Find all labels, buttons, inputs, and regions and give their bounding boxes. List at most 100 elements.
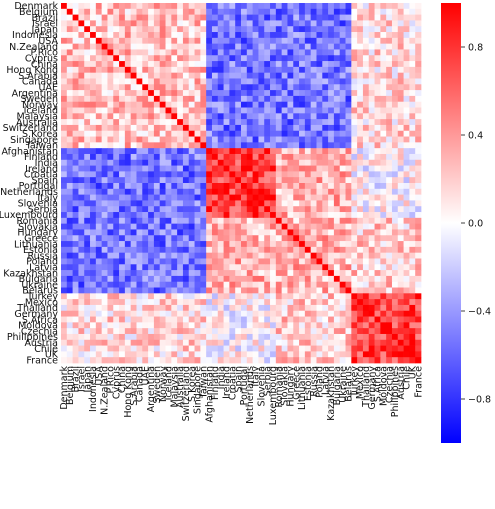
heatmap-cell bbox=[351, 61, 358, 68]
heatmap-cell bbox=[333, 246, 341, 254]
heatmap-cell bbox=[101, 217, 108, 224]
heatmap-cell bbox=[345, 270, 352, 277]
heatmap-cell bbox=[328, 177, 335, 184]
y-tick-label: Czechia bbox=[21, 326, 58, 337]
y-tick-label: Slovakia bbox=[18, 222, 58, 233]
heatmap-cell bbox=[235, 264, 242, 271]
heatmap-cell bbox=[101, 55, 108, 62]
heatmap-cell bbox=[148, 55, 155, 62]
heatmap-cell bbox=[217, 246, 224, 254]
heatmap-cell bbox=[72, 84, 79, 91]
heatmap-cell bbox=[380, 124, 387, 132]
heatmap-cell bbox=[78, 299, 85, 306]
heatmap-cell bbox=[368, 287, 375, 294]
heatmap-cell bbox=[119, 316, 126, 323]
y-tick-label: Mexico bbox=[25, 297, 58, 308]
heatmap-cell bbox=[322, 339, 329, 346]
heatmap-cell bbox=[101, 339, 108, 346]
heatmap-cell bbox=[107, 26, 114, 33]
heatmap-cell bbox=[217, 148, 224, 155]
heatmap-cell bbox=[90, 258, 97, 265]
heatmap-cell bbox=[200, 72, 207, 79]
heatmap-cell bbox=[171, 119, 178, 126]
heatmap-cell bbox=[264, 310, 271, 317]
heatmap-cell bbox=[293, 49, 300, 56]
heatmap-cell bbox=[293, 26, 300, 33]
heatmap-cell bbox=[165, 153, 172, 161]
heatmap-cell bbox=[357, 287, 364, 294]
heatmap-cell bbox=[142, 61, 149, 68]
y-tick-label: Kazakhstan bbox=[3, 268, 58, 279]
heatmap-cell bbox=[293, 66, 300, 74]
heatmap-cell bbox=[281, 3, 288, 10]
heatmap-cell bbox=[119, 61, 126, 68]
heatmap-cell bbox=[287, 8, 294, 15]
heatmap-cell bbox=[229, 217, 236, 224]
heatmap-cell bbox=[362, 78, 370, 85]
heatmap-cell bbox=[246, 275, 253, 283]
heatmap-cell bbox=[159, 26, 166, 33]
heatmap-cell bbox=[322, 246, 329, 254]
heatmap-cell bbox=[316, 159, 323, 166]
y-tick-label: Italy bbox=[37, 193, 58, 204]
heatmap-cell bbox=[136, 304, 143, 312]
heatmap-cell bbox=[66, 171, 73, 178]
heatmap-cell bbox=[287, 223, 294, 230]
heatmap-cell bbox=[409, 37, 416, 44]
heatmap-cell bbox=[258, 357, 265, 364]
heatmap-cell bbox=[159, 229, 166, 236]
heatmap-cell bbox=[182, 258, 190, 265]
heatmap-cell bbox=[316, 345, 323, 352]
heatmap-cell bbox=[165, 241, 172, 248]
heatmap-cell bbox=[322, 37, 329, 44]
heatmap-cell bbox=[72, 304, 79, 312]
heatmap-cell bbox=[95, 66, 102, 74]
heatmap-cell bbox=[148, 159, 155, 166]
x-tick-label: Hungary bbox=[286, 366, 297, 407]
heatmap-cell bbox=[177, 287, 184, 294]
heatmap-cell bbox=[264, 78, 271, 85]
heatmap-cell bbox=[159, 217, 166, 224]
heatmap-cell bbox=[61, 264, 68, 271]
heatmap-cell bbox=[171, 130, 178, 137]
heatmap-cell bbox=[90, 223, 97, 230]
heatmap-cell bbox=[252, 49, 259, 56]
heatmap-cell bbox=[264, 351, 271, 358]
heatmap-cell bbox=[177, 49, 184, 56]
heatmap-cell bbox=[368, 188, 375, 195]
heatmap-cell bbox=[386, 130, 393, 137]
heatmap-cell bbox=[211, 119, 219, 126]
heatmap-cell bbox=[107, 43, 114, 50]
heatmap-cell bbox=[368, 293, 375, 300]
heatmap-cell bbox=[258, 310, 265, 317]
heatmap-cell bbox=[142, 183, 149, 190]
heatmap-cell bbox=[119, 333, 126, 341]
heatmap-cell bbox=[275, 43, 282, 50]
heatmap-cell bbox=[101, 148, 108, 155]
heatmap-cell bbox=[316, 90, 323, 97]
heatmap-cell bbox=[403, 43, 410, 50]
heatmap-cell bbox=[397, 119, 404, 126]
heatmap-cell bbox=[397, 188, 404, 195]
heatmap-cell bbox=[200, 281, 207, 288]
heatmap-cell bbox=[386, 293, 393, 300]
heatmap-cell bbox=[84, 14, 91, 21]
heatmap-cell bbox=[304, 275, 312, 283]
heatmap-cell bbox=[78, 206, 85, 213]
heatmap-cell bbox=[299, 194, 306, 201]
heatmap-cell bbox=[130, 43, 137, 50]
heatmap-cell bbox=[113, 171, 120, 178]
heatmap-cell bbox=[270, 183, 277, 190]
heatmap-cell bbox=[66, 37, 73, 44]
heatmap-cell bbox=[124, 171, 132, 178]
heatmap-cell bbox=[357, 26, 364, 33]
y-tick-label: Estonia bbox=[23, 245, 58, 256]
heatmap-cell bbox=[362, 95, 370, 103]
heatmap-cell bbox=[229, 351, 236, 358]
heatmap-cell bbox=[322, 55, 329, 62]
heatmap-cell bbox=[119, 194, 126, 201]
heatmap-cell bbox=[78, 310, 85, 317]
heatmap-cell bbox=[270, 37, 277, 44]
heatmap-cell bbox=[211, 159, 219, 166]
heatmap-cell bbox=[113, 3, 120, 10]
